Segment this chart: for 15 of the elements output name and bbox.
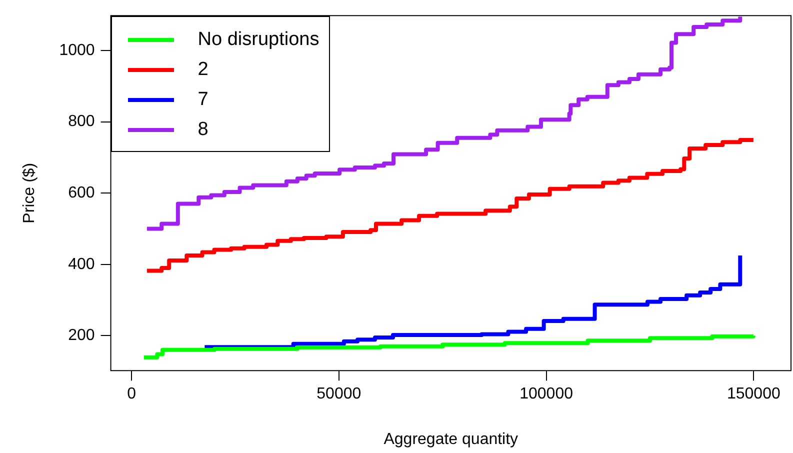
legend-label: No disruptions [198, 28, 320, 52]
x-tick-label: 50000 [316, 386, 362, 403]
y-axis-title: Price ($) [21, 162, 38, 224]
y-tick-label: 800 [68, 113, 95, 130]
x-tick-label: 0 [127, 386, 136, 403]
y-tick-label: 200 [68, 327, 95, 344]
legend-label: 7 [198, 88, 208, 112]
legend-label: 8 [198, 118, 208, 142]
x-axis-title: Aggregate quantity [384, 430, 518, 448]
x-tick-label: 100000 [520, 386, 574, 403]
legend-label: 2 [198, 58, 208, 82]
y-tick-label: 400 [68, 256, 95, 273]
x-tick-label: 150000 [726, 386, 780, 403]
y-tick-label: 600 [68, 184, 95, 202]
y-tick-label: 1000 [59, 42, 95, 59]
